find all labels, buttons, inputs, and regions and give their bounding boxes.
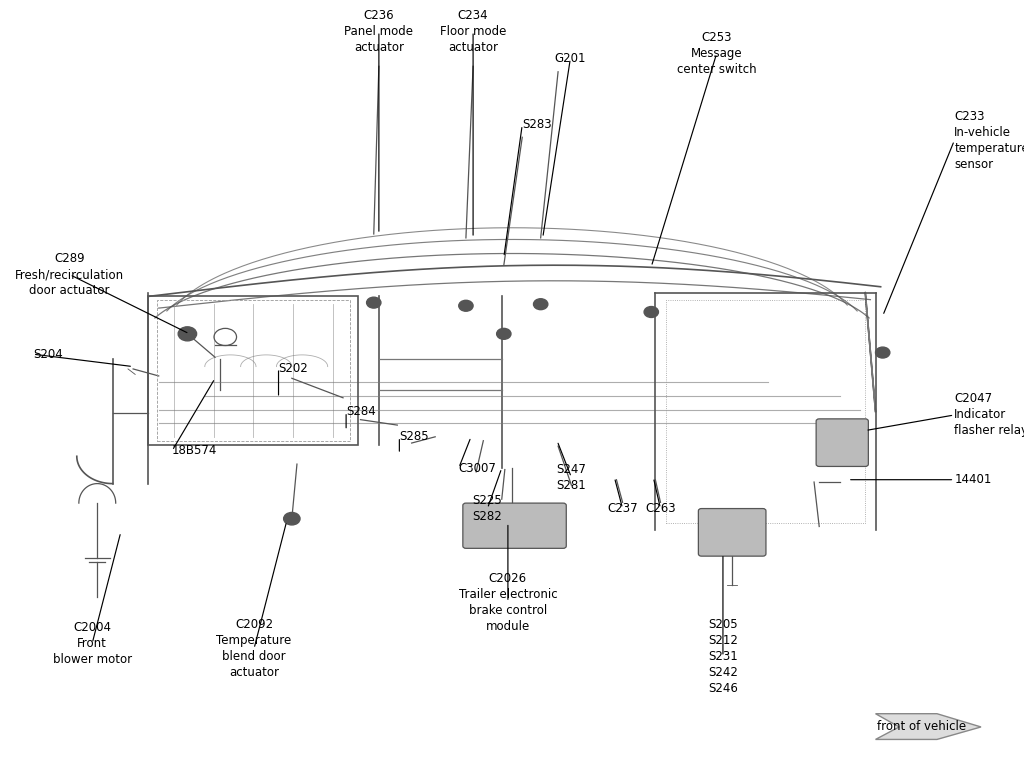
Text: C289
Fresh/recirculation
door actuator: C289 Fresh/recirculation door actuator <box>15 252 124 297</box>
Text: C236
Panel mode
actuator: C236 Panel mode actuator <box>344 9 414 54</box>
Bar <box>157 300 350 441</box>
Text: C3007: C3007 <box>459 462 497 474</box>
Text: C2004
Front
blower motor: C2004 Front blower motor <box>52 621 132 666</box>
Text: G201: G201 <box>555 52 586 65</box>
Circle shape <box>534 299 548 310</box>
Text: S202: S202 <box>279 362 308 374</box>
Text: S225
S282: S225 S282 <box>472 494 503 523</box>
Circle shape <box>876 347 890 358</box>
Text: C234
Floor mode
actuator: C234 Floor mode actuator <box>440 9 506 54</box>
Circle shape <box>284 512 300 525</box>
Text: C2092
Temperature
blend door
actuator: C2092 Temperature blend door actuator <box>216 619 292 679</box>
Text: 18B574: 18B574 <box>172 445 217 457</box>
Text: C233
In-vehicle
temperature
sensor: C233 In-vehicle temperature sensor <box>954 110 1024 171</box>
Circle shape <box>644 307 658 317</box>
Polygon shape <box>876 714 981 739</box>
Text: front of vehicle: front of vehicle <box>877 721 967 733</box>
Text: C2047
Indicator
flasher relay: C2047 Indicator flasher relay <box>954 392 1024 438</box>
Text: S284: S284 <box>346 406 376 418</box>
Text: S247
S281: S247 S281 <box>556 463 587 492</box>
Text: C237: C237 <box>607 502 638 515</box>
Text: S204: S204 <box>33 348 62 360</box>
Circle shape <box>367 297 381 308</box>
Text: 14401: 14401 <box>954 473 991 486</box>
Bar <box>666 300 865 523</box>
FancyBboxPatch shape <box>816 419 868 466</box>
Text: S283: S283 <box>522 119 552 131</box>
Text: S285: S285 <box>399 431 429 443</box>
FancyBboxPatch shape <box>463 503 566 548</box>
Text: C253
Message
center switch: C253 Message center switch <box>677 30 757 76</box>
Text: C2026
Trailer electronic
brake control
module: C2026 Trailer electronic brake control m… <box>459 572 557 633</box>
Circle shape <box>497 328 511 339</box>
Circle shape <box>178 327 197 341</box>
Circle shape <box>459 300 473 311</box>
Bar <box>148 296 358 445</box>
FancyBboxPatch shape <box>698 509 766 556</box>
Text: S205
S212
S231
S242
S246: S205 S212 S231 S242 S246 <box>708 619 738 695</box>
Text: C263: C263 <box>645 502 676 515</box>
